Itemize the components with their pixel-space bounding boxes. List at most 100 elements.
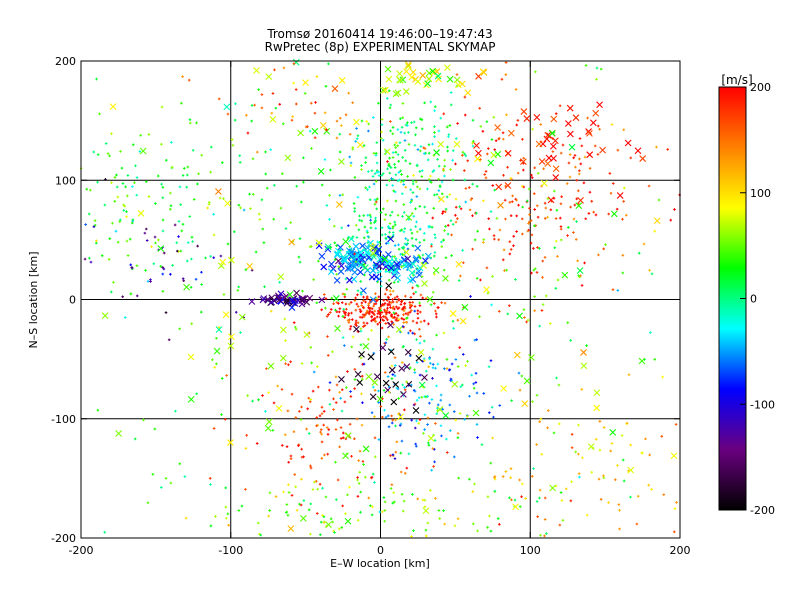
data-point-plus xyxy=(590,471,594,474)
data-point-plus xyxy=(490,405,494,409)
data-point-plus xyxy=(555,239,558,243)
data-point-plus xyxy=(438,184,442,188)
data-point-x xyxy=(354,370,362,378)
data-point-x xyxy=(453,76,461,84)
data-point-plus xyxy=(479,125,483,128)
data-point-x xyxy=(639,155,647,162)
data-point-x xyxy=(264,424,272,432)
data-point-plus xyxy=(310,361,313,365)
data-point-plus xyxy=(402,246,406,249)
data-point-plus xyxy=(353,210,356,213)
data-point-plus xyxy=(445,451,449,454)
data-point-plus xyxy=(341,504,344,508)
data-point-plus xyxy=(355,236,359,239)
data-point-plus xyxy=(346,493,349,497)
data-point-plus xyxy=(395,295,399,299)
data-point-plus xyxy=(429,181,433,184)
data-point-plus xyxy=(443,229,446,232)
data-point-plus xyxy=(489,359,493,362)
data-point-plus xyxy=(334,428,338,431)
data-point-plus xyxy=(347,91,350,95)
data-point-plus xyxy=(375,207,378,211)
data-point-plus xyxy=(412,174,415,177)
data-point-plus xyxy=(475,391,479,395)
data-point-x xyxy=(299,294,306,302)
data-point-plus xyxy=(552,431,556,435)
data-point-plus xyxy=(597,253,600,257)
data-point-plus xyxy=(598,448,602,452)
data-point-plus xyxy=(246,131,250,135)
data-point-x xyxy=(358,350,365,358)
data-point-plus xyxy=(439,116,443,120)
data-point-plus xyxy=(123,316,127,319)
data-point-x xyxy=(490,151,498,159)
data-point-x xyxy=(157,245,165,252)
data-point-plus xyxy=(427,224,431,228)
data-point-plus xyxy=(423,101,426,105)
data-point-plus xyxy=(353,252,356,256)
data-point-plus xyxy=(309,464,312,468)
data-point-plus xyxy=(373,319,377,323)
data-point-plus xyxy=(624,213,628,217)
data-point-plus xyxy=(578,475,581,479)
data-point-plus xyxy=(505,268,508,272)
data-point-plus xyxy=(343,400,347,404)
data-point-plus xyxy=(440,240,443,244)
data-point-plus xyxy=(416,284,420,288)
data-point-plus xyxy=(372,304,375,308)
data-point-plus xyxy=(348,132,352,136)
data-point-plus xyxy=(378,510,382,514)
data-point-x xyxy=(552,137,559,145)
data-point-plus xyxy=(413,368,416,371)
data-point-plus xyxy=(518,388,522,392)
data-point-plus xyxy=(534,267,537,271)
y-tick-label: 0 xyxy=(69,294,76,307)
data-point-x xyxy=(317,168,325,175)
data-point-plus xyxy=(379,306,382,310)
data-point-plus xyxy=(449,377,453,381)
data-point-plus xyxy=(390,414,393,418)
data-point-plus xyxy=(511,194,514,198)
data-point-plus xyxy=(344,302,348,306)
data-point-plus xyxy=(463,152,466,156)
data-point-plus xyxy=(356,495,360,498)
data-point-plus xyxy=(403,139,407,142)
data-point-plus xyxy=(401,509,405,513)
data-point-plus xyxy=(302,499,306,502)
data-point-x xyxy=(384,251,392,258)
data-point-x xyxy=(311,127,319,135)
data-point-plus xyxy=(578,137,582,140)
data-point-plus xyxy=(197,172,200,176)
data-point-x xyxy=(596,101,603,109)
data-point-plus xyxy=(375,141,379,144)
data-point-x xyxy=(403,363,411,370)
data-point-x xyxy=(352,250,360,258)
data-point-plus xyxy=(434,309,437,313)
data-point-plus xyxy=(328,194,331,197)
data-point-plus xyxy=(620,434,624,437)
data-point-plus xyxy=(391,298,394,301)
data-point-plus xyxy=(308,245,312,249)
data-point-plus xyxy=(555,208,559,212)
data-point-plus xyxy=(621,217,624,221)
data-point-plus xyxy=(469,295,472,298)
data-point-plus xyxy=(335,244,338,247)
data-point-plus xyxy=(302,180,305,184)
data-point-plus xyxy=(271,429,275,432)
data-point-plus xyxy=(334,460,337,464)
data-point-plus xyxy=(354,296,357,300)
data-point-plus xyxy=(440,245,444,248)
data-point-plus xyxy=(344,313,347,317)
data-point-plus xyxy=(392,281,396,284)
data-point-plus xyxy=(195,392,198,396)
data-point-plus xyxy=(649,331,652,334)
data-point-plus xyxy=(545,532,548,535)
data-point-plus xyxy=(474,381,478,384)
data-point-plus xyxy=(292,81,295,85)
data-point-plus xyxy=(610,123,614,126)
data-point-plus xyxy=(231,143,235,147)
data-point-plus xyxy=(261,394,264,397)
data-point-plus xyxy=(466,414,469,418)
data-point-x xyxy=(384,65,392,73)
data-point-plus xyxy=(399,180,403,184)
